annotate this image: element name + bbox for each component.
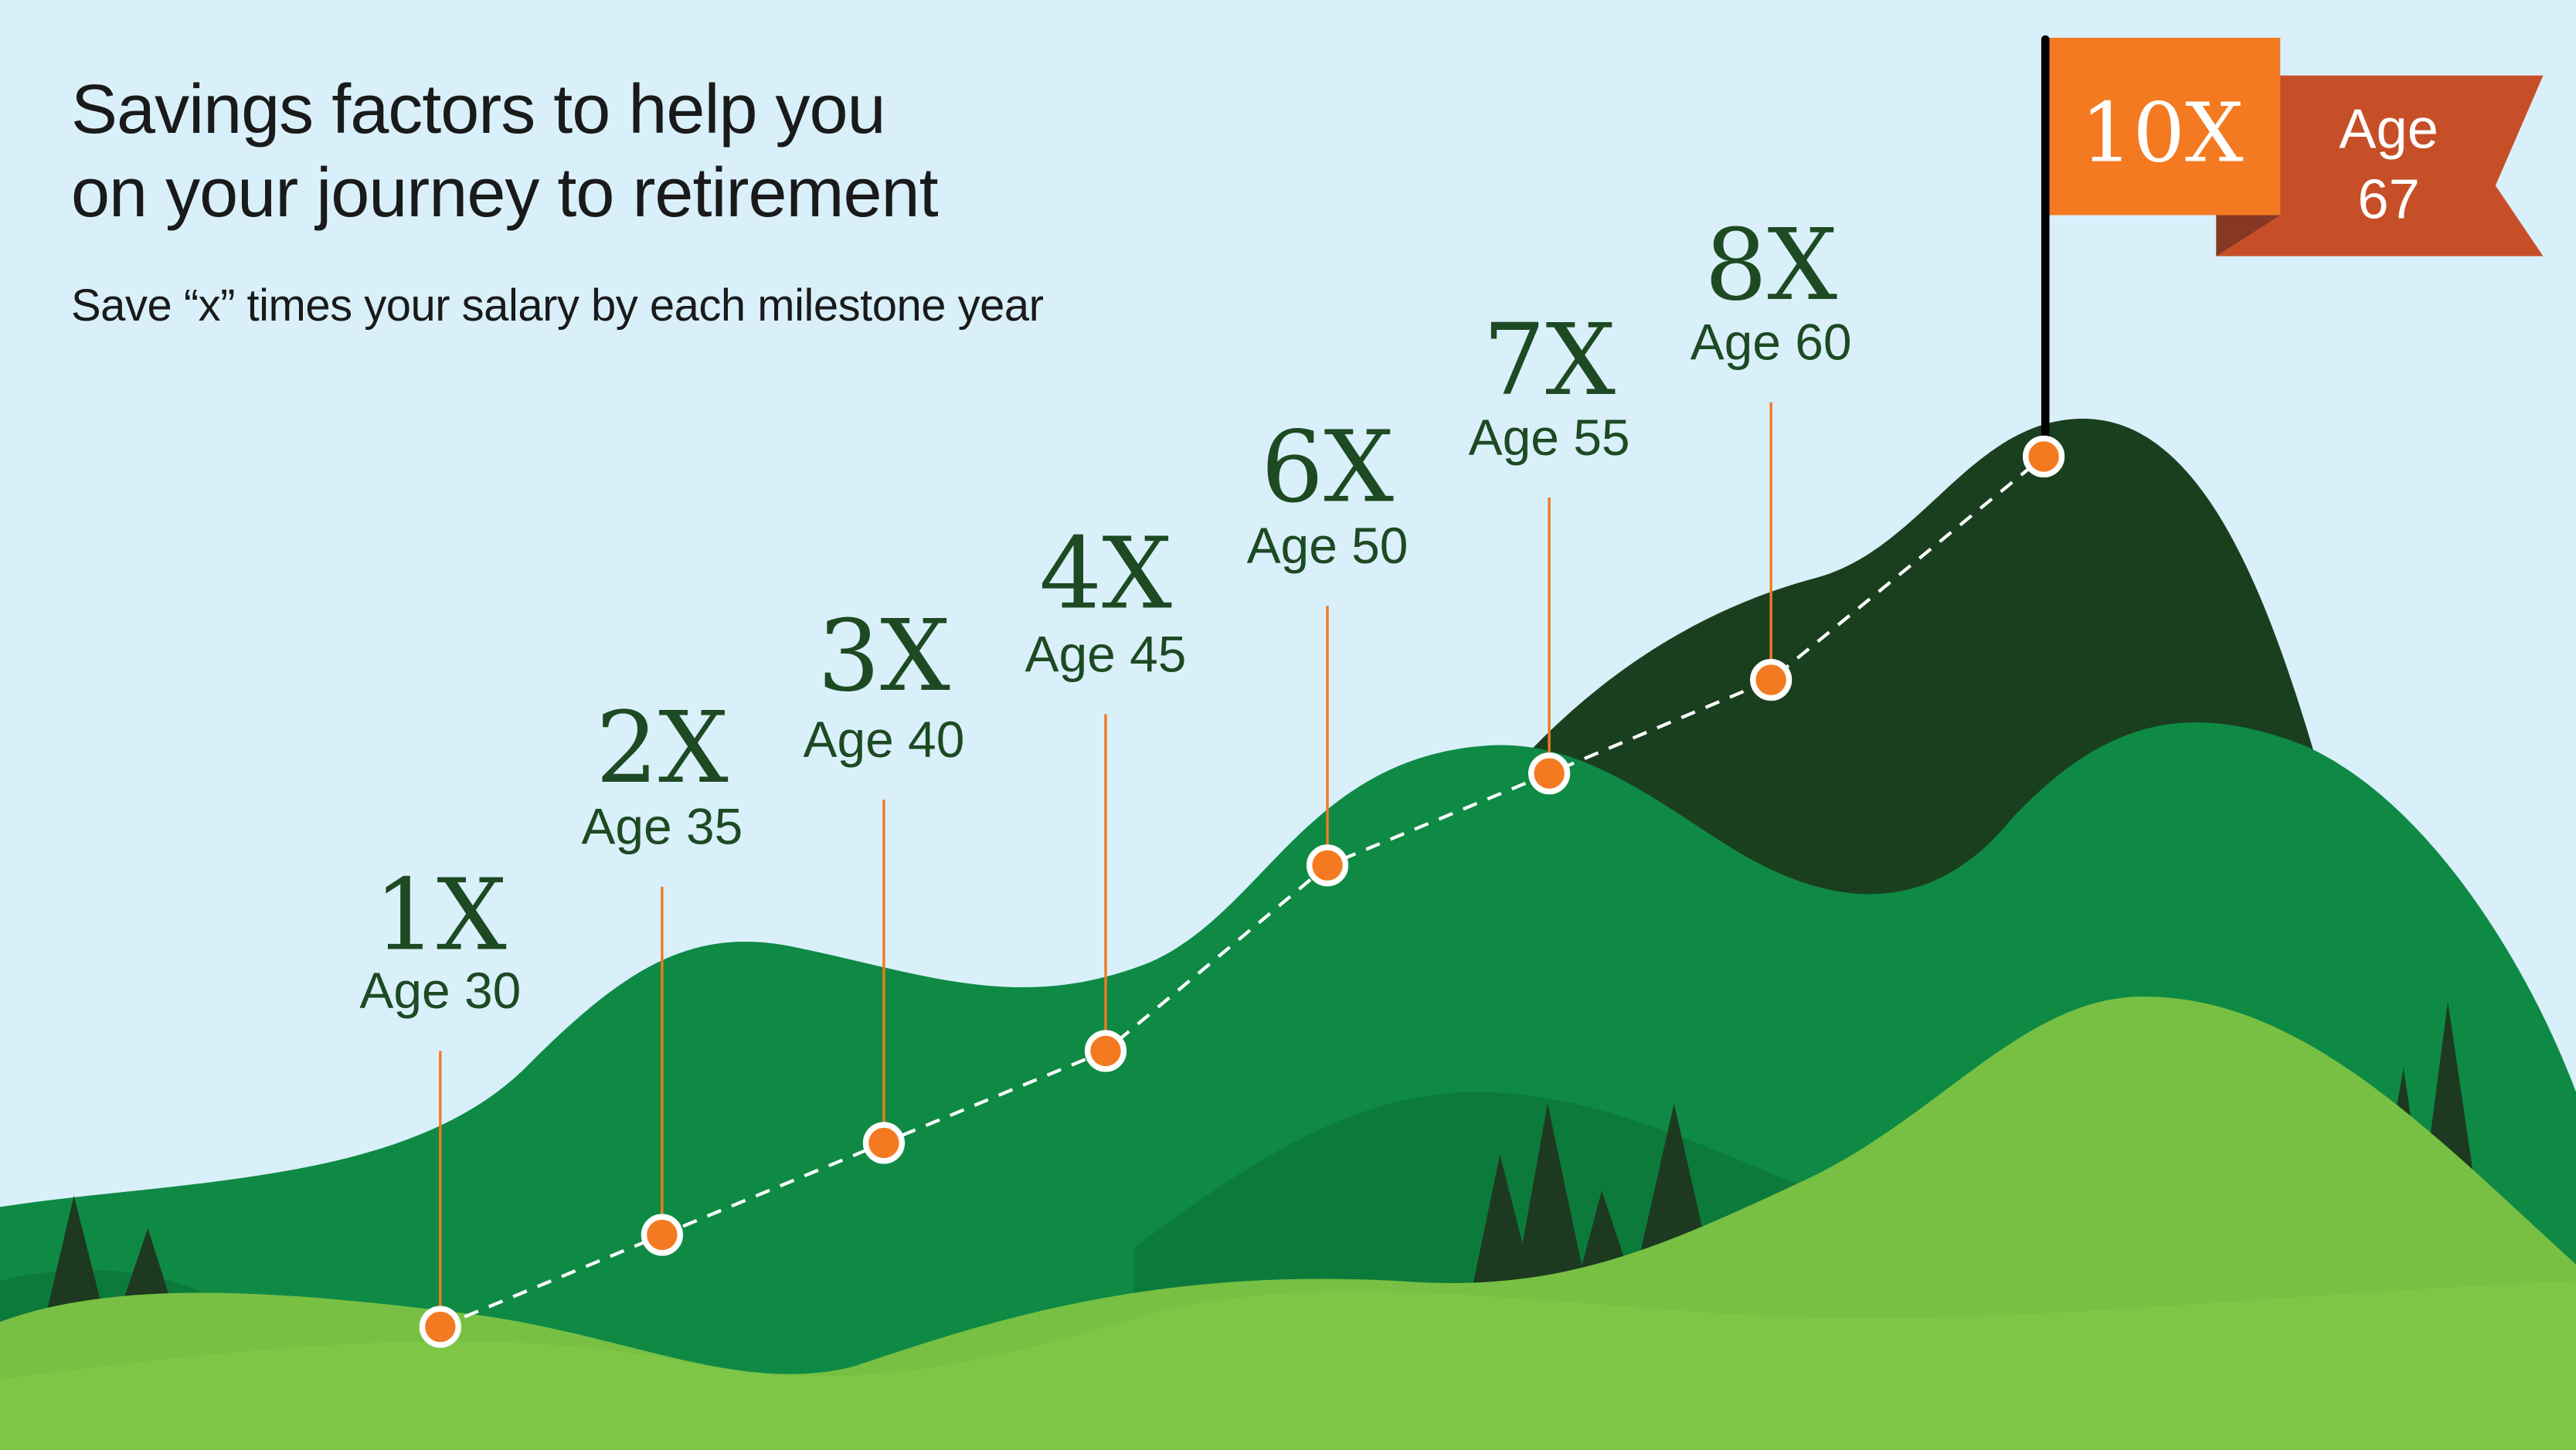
milestone-factor: 6X	[1261, 410, 1394, 525]
milestone-marker	[862, 1122, 906, 1164]
milestone-marker	[419, 1306, 461, 1348]
milestone-marker	[2022, 435, 2065, 478]
front-foreground-hill	[0, 1281, 2576, 1450]
milestone-factor: 3X	[817, 599, 950, 714]
milestone-marker	[1084, 1030, 1127, 1072]
milestone-age: Age 50	[1247, 517, 1409, 574]
milestone-marker	[641, 1214, 683, 1256]
flag-back-ribbon	[2216, 75, 2544, 256]
title-line-1: Savings factors to help you	[71, 71, 886, 148]
milestone-age: Age 60	[1691, 314, 1852, 371]
milestone-factor: 4X	[1039, 518, 1172, 632]
flag-fold-shadow	[2216, 215, 2281, 256]
milestone-factor: 1X	[374, 859, 507, 973]
page-title: Savings factors to help you on your jour…	[71, 68, 939, 235]
milestone-marker	[1306, 844, 1349, 887]
milestone-age: Age 30	[359, 962, 521, 1019]
milestone-age: Age 40	[804, 711, 965, 768]
milestone-marker	[1528, 752, 1571, 795]
milestone-age: Age 45	[1025, 625, 1187, 682]
flag-factor: 10X	[2081, 85, 2244, 181]
milestone-factor: 7X	[1483, 304, 1616, 418]
milestone-age: Age 35	[581, 798, 743, 855]
subtitle: Save “x” times your salary by each miles…	[71, 280, 1044, 331]
flag-age-value: 67	[2357, 169, 2419, 231]
progress-dashed-path	[440, 455, 2045, 1329]
milestone-marker	[1750, 658, 1793, 701]
milestone-factor: 8X	[1704, 209, 1837, 323]
milestone-factor: 2X	[596, 691, 729, 806]
milestone-age: Age 55	[1469, 409, 1630, 466]
title-line-2: on your journey to retirement	[71, 155, 939, 232]
flag-front	[2045, 37, 2281, 216]
flag-age-label: Age	[2339, 98, 2438, 160]
goal-flag: 10X Age 67	[2041, 35, 2544, 461]
